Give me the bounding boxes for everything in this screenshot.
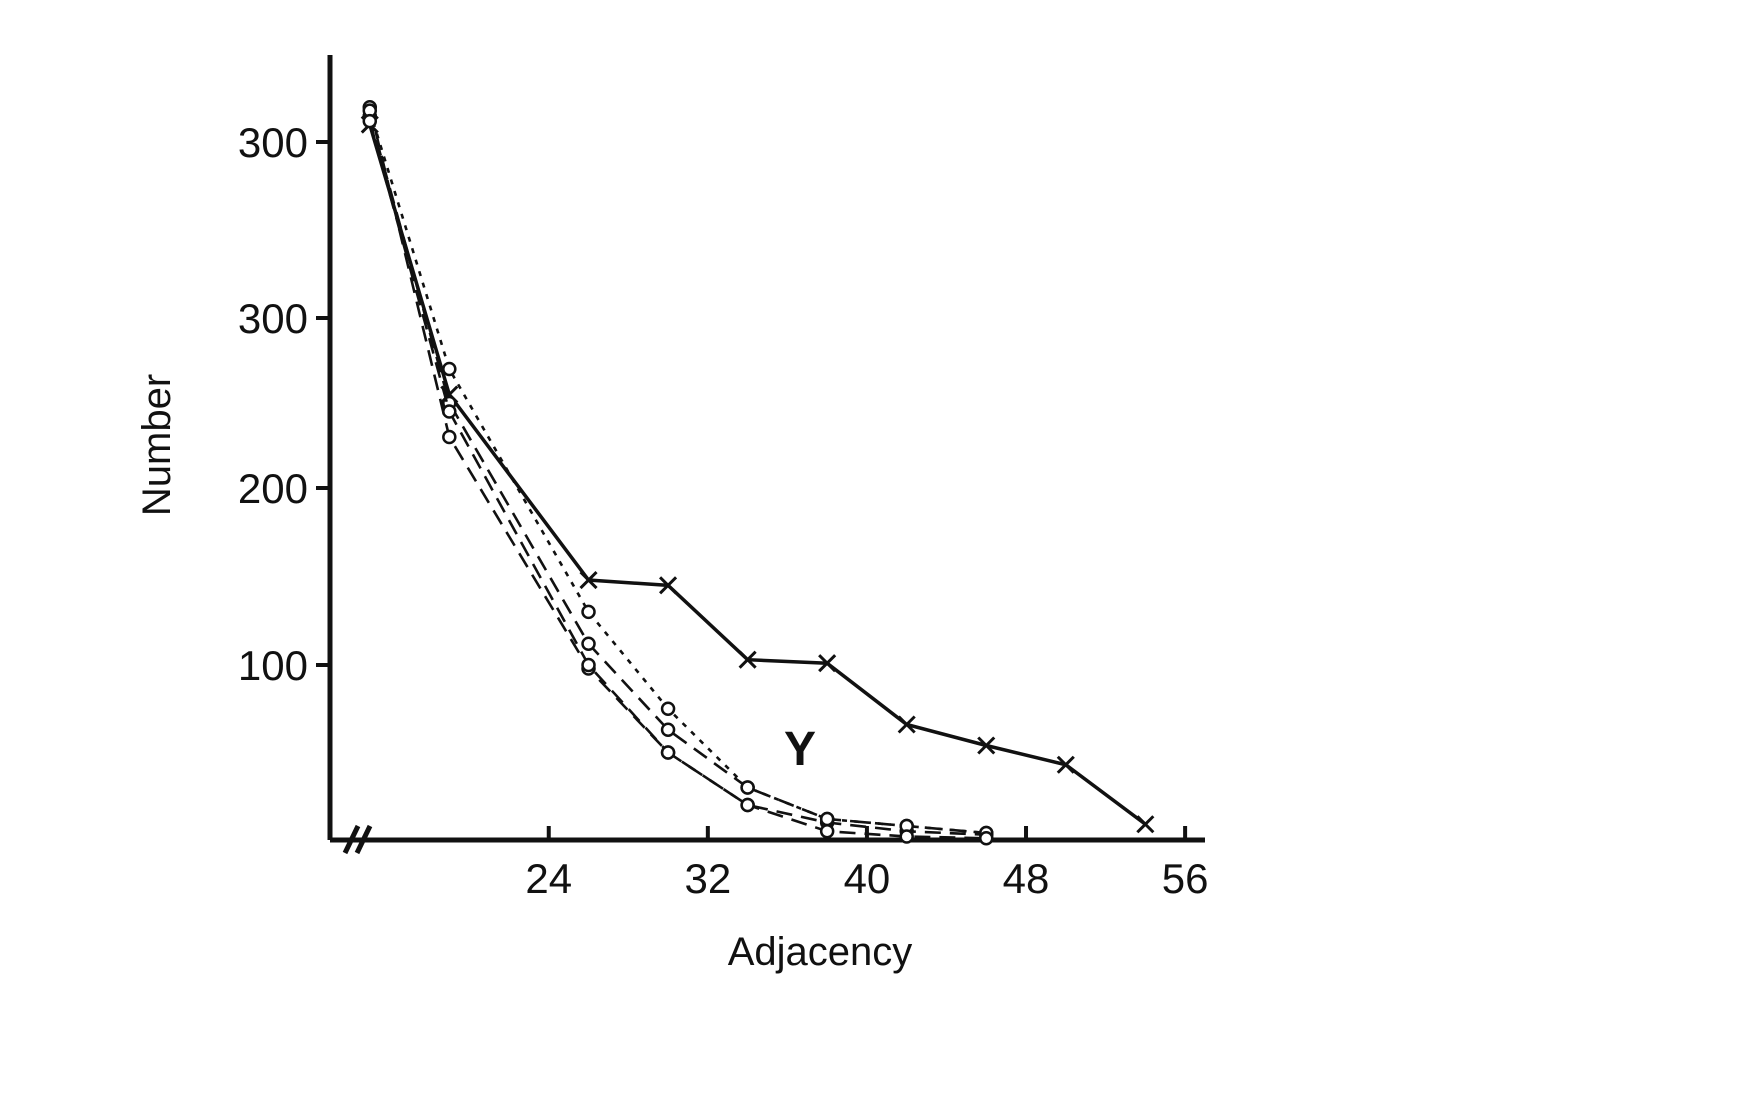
y-ticks: 100 200 300 300 (238, 119, 330, 689)
x-ticks: 24 32 40 48 56 (525, 826, 1208, 902)
data-point (660, 722, 676, 737)
series-line (368, 120, 987, 840)
data-point (740, 797, 755, 813)
data-point (1136, 815, 1155, 834)
data-point (977, 736, 996, 755)
data-point (897, 715, 916, 734)
series-line (368, 115, 987, 835)
annotation-y: Y (784, 723, 816, 776)
series-line (368, 110, 987, 835)
data-point (660, 701, 676, 716)
data-point (659, 576, 678, 595)
data-point (899, 829, 914, 844)
data-point (442, 404, 457, 419)
data-point (818, 654, 837, 673)
data-point (819, 824, 835, 839)
data-point (738, 650, 757, 669)
series-layer (360, 99, 1155, 846)
data-point (740, 780, 755, 795)
data-point (581, 657, 596, 673)
x-tick-label: 56 (1162, 855, 1209, 902)
x-tick-label: 32 (684, 855, 731, 902)
series-line (368, 106, 987, 837)
data-point (660, 745, 676, 760)
x-tick-label: 40 (844, 855, 891, 902)
y-tick-label: 300 (238, 295, 308, 342)
x-tick-label: 48 (1003, 855, 1050, 902)
y-tick-label: 300 (238, 119, 308, 166)
series-line (368, 124, 1147, 826)
series-5 (362, 113, 994, 846)
x-axis-title: Adjacency (728, 930, 913, 974)
y-tick-label: 100 (238, 642, 308, 689)
data-point (979, 831, 994, 846)
y-tick-label: 200 (238, 465, 308, 512)
data-point (442, 429, 457, 445)
data-point (581, 604, 596, 620)
axis-break-mark (342, 824, 373, 855)
data-point (819, 811, 835, 827)
series-3 (362, 108, 994, 841)
series-1 (360, 115, 1155, 834)
axes (327, 55, 1205, 855)
data-point (579, 570, 598, 590)
x-tick-label: 24 (525, 855, 572, 902)
data-point (362, 113, 378, 129)
data-point (1056, 755, 1075, 774)
series-4 (362, 103, 994, 841)
y-axis-title: Number (135, 374, 179, 516)
series-2 (362, 99, 994, 842)
data-point (581, 636, 596, 652)
data-point (442, 361, 457, 377)
